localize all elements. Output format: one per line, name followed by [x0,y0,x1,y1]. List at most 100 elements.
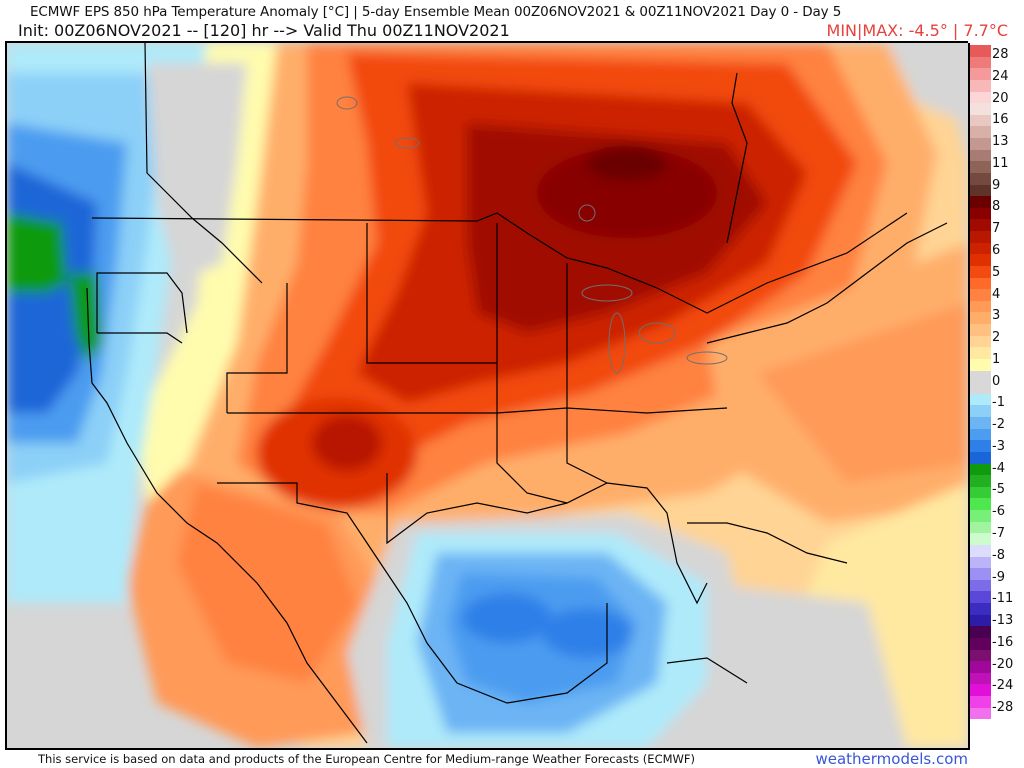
colorbar-bin [970,498,991,510]
lakes [336,96,728,374]
colorbar-label: -13 [992,613,1014,629]
colorbar-bin [970,382,991,394]
colorbar-bin [970,614,991,627]
colorbar-bin [970,312,991,324]
colorbar-label: 11 [992,155,1009,171]
colorbar-label: -20 [992,656,1014,672]
colorbar-bin [970,138,991,150]
colorbar-label: -11 [992,591,1014,607]
colorbar-label: 1 [992,351,1001,367]
brand-link[interactable]: weathermodels.com [815,750,968,768]
colorbar-label: -1 [992,395,1005,411]
colorbar-bin [970,300,991,313]
colorbar-bin [970,591,991,603]
colorbar-label: 24 [992,68,1009,84]
colorbar-bin [970,579,991,592]
colorbar-bin [970,219,991,231]
colorbar-bin [970,324,991,336]
colorbar-bin [970,393,991,406]
min-max-readout: MIN|MAX: -4.5° | 7.7°C [826,21,1008,40]
colorbar-bin [970,428,991,441]
colorbar-bin [970,277,991,290]
colorbar-label: 8 [992,199,1001,215]
colorbar-label: -2 [992,417,1005,433]
colorbar-label: -3 [992,438,1005,454]
colorbar-bin [970,184,991,197]
colorbar-bin [970,463,991,476]
colorbar-bin [970,451,991,464]
colorbar-label: -24 [992,678,1014,694]
colorbar-bin [970,172,991,185]
anomaly-field [7,43,968,748]
colorbar-bin [970,149,991,162]
colorbar-bin [970,207,991,220]
colorbar-bin [970,161,991,173]
colorbar-label: 0 [992,373,1001,389]
colorbar-bin [970,661,991,673]
colorbar-bin [970,56,991,69]
colorbar-bin [970,231,991,243]
colorbar-bin [970,486,991,499]
colorbar-bin [970,370,991,383]
colorbar-bin [970,603,991,615]
colorbar-bin [970,568,991,580]
colorbar-bin [970,114,991,127]
colorbar-bin [970,126,991,138]
colorbar-bin [970,696,991,708]
colorbar-label: 20 [992,90,1009,106]
colorbar-bin [970,544,991,557]
colorbar-label: 28 [992,47,1009,62]
colorbar-bin [970,242,991,255]
colorbar-label: 2 [992,330,1001,346]
header-divider [5,41,968,43]
colorbar-label: 7 [992,221,1001,237]
colorbar-bin [970,91,991,104]
colorbar-label: -4 [992,460,1005,476]
colorbar-bin [970,533,991,545]
colorbar-bin [970,405,991,417]
colorbar-label: 4 [992,286,1001,302]
colorbar-label: 3 [992,308,1001,324]
colorbar-bin [970,707,991,720]
init-valid-time: Init: 00Z06NOV2021 -- [120] hr --> Valid… [18,21,510,40]
colorbar-bin [970,521,991,534]
colorbar [970,45,991,720]
colorbar-bin [970,510,991,522]
colorbar-bin [970,347,991,359]
colorbar-bin [970,254,991,266]
colorbar-bin [970,475,991,487]
colorbar-label: 13 [992,134,1009,150]
political-boundaries [86,43,948,744]
colorbar-bin [970,672,991,685]
anomaly-map [5,43,970,750]
colorbar-bin [970,358,991,371]
colorbar-label: 16 [992,112,1009,128]
colorbar-label: -6 [992,504,1005,520]
colorbar-label: -8 [992,547,1005,563]
colorbar-bin [970,79,991,92]
colorbar-bin [970,417,991,429]
colorbar-label: -16 [992,634,1014,650]
colorbar-label: -5 [992,482,1005,498]
colorbar-bin [970,103,991,115]
colorbar-bin [970,68,991,80]
colorbar-bin [970,196,991,208]
colorbar-bin [970,265,991,278]
colorbar-bin [970,440,991,452]
colorbar-bin [970,684,991,696]
colorbar-label: 9 [992,177,1001,193]
colorbar-label: 6 [992,242,1001,258]
colorbar-label: 5 [992,264,1001,280]
colorbar-bin [970,649,991,662]
colorbar-label: -28 [992,700,1014,716]
colorbar-bin [970,289,991,301]
colorbar-bin [970,626,991,638]
colorbar-bin [970,637,991,650]
attribution-text: This service is based on data and produc… [38,752,695,766]
colorbar-bin [970,335,991,348]
colorbar-bin [970,556,991,569]
colorbar-label: -7 [992,526,1005,542]
colorbar-label: -9 [992,569,1005,585]
colorbar-bin [970,45,991,57]
chart-title: ECMWF EPS 850 hPa Temperature Anomaly [°… [30,4,842,20]
